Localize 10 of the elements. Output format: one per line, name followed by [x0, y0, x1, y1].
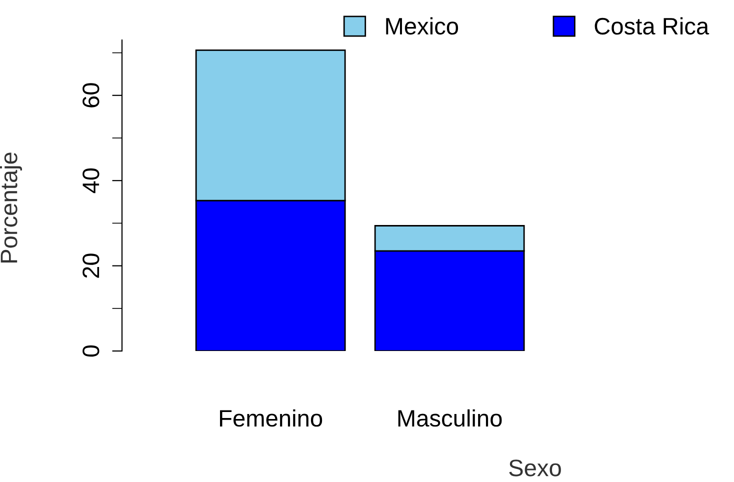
x-tick-label: Femenino	[220, 409, 322, 427]
y-tick-label: 60	[82, 83, 100, 108]
y-tick-label: 20	[82, 254, 100, 278]
y-tick-label: 0	[82, 345, 100, 357]
x-tick-label: Masculino	[398, 409, 502, 427]
legend-label: Mexico	[386, 17, 458, 35]
y-tick-label: 40	[82, 168, 100, 194]
x-axis-title: Sexo	[509, 460, 561, 476]
y-axis-title: Porcentaje	[0, 152, 22, 262]
legend-label: Costa Rica	[594, 17, 710, 35]
